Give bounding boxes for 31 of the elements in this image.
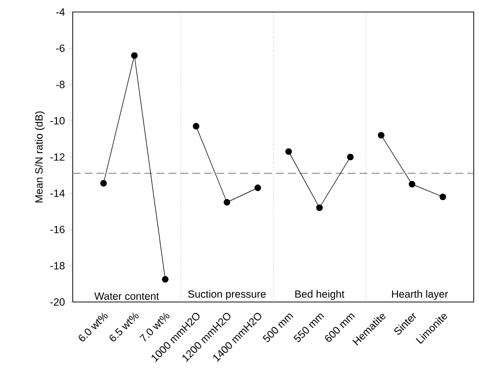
point [347,154,354,160]
point [440,194,446,200]
point [162,276,169,283]
y-tick-label: -6 [56,44,65,52]
point [378,132,384,139]
point [192,122,200,130]
annotation: Suction pressure [188,290,266,300]
point [131,52,138,59]
annotation: Water content [94,292,159,300]
point [285,148,292,155]
y-tick-label: -16 [50,226,65,234]
annotation: Hearth layer [392,290,448,300]
annotation: Bed height [295,290,344,300]
y-tick-label: -20 [50,298,65,306]
x-tick-label: 6.5 wt% [110,312,139,342]
point [316,204,323,212]
y-tick-label: -18 [50,262,65,270]
point [224,199,230,206]
y-tick-label: -14 [50,190,65,197]
x-tick-label: 7.0 wt% [139,312,170,342]
y-tick-label: -8 [56,80,65,88]
x-tick-label: 6.0 wt% [78,312,108,342]
point [254,184,262,192]
point [408,180,416,188]
y-tick-label: -10 [50,117,65,124]
y-tick-label: -12 [50,153,64,161]
x-tick-label: 500 mm [262,313,294,342]
point [100,180,107,187]
x-tick-label: 550 mm [293,313,324,342]
y-tick-label: -4 [56,8,65,16]
y-axis-title: Mean S/N ratio (dB) [34,111,45,202]
